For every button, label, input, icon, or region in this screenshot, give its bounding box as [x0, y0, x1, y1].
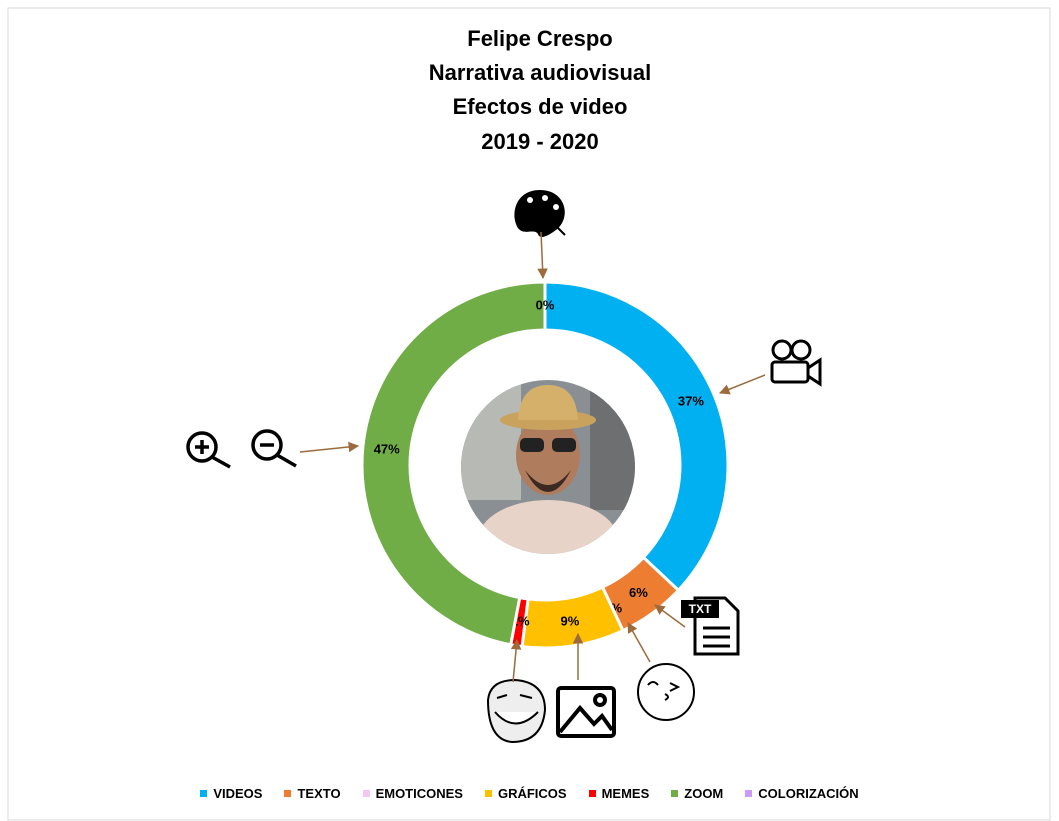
svg-text:TXT: TXT	[689, 602, 712, 616]
legend-swatch	[363, 790, 370, 797]
legend-swatch	[200, 790, 207, 797]
legend-label: COLORIZACIÓN	[758, 786, 858, 801]
chart-title: Narrativa audiovisual	[429, 60, 652, 85]
legend-swatch	[589, 790, 596, 797]
legend-swatch	[745, 790, 752, 797]
legend-label: GRÁFICOS	[498, 786, 567, 801]
chart-title: Efectos de video	[453, 94, 628, 119]
legend-swatch	[485, 790, 492, 797]
legend-item: GRÁFICOS	[485, 786, 567, 801]
data-label: 6%	[629, 585, 648, 600]
data-label: 9%	[560, 613, 579, 628]
legend-label: EMOTICONES	[376, 786, 463, 801]
page: Felipe Crespo Narrativa audiovisual Efec…	[0, 0, 1059, 821]
troll-icon	[488, 680, 545, 742]
data-label: 47%	[374, 441, 400, 456]
legend-label: MEMES	[602, 786, 650, 801]
chart-title: 2019 - 2020	[481, 129, 598, 154]
data-label: 0%	[536, 297, 555, 312]
legend-label: VIDEOS	[213, 786, 262, 801]
legend-item: EMOTICONES	[363, 786, 463, 801]
data-label: 37%	[678, 393, 704, 408]
legend-item: VIDEOS	[200, 786, 262, 801]
legend-item: ZOOM	[671, 786, 723, 801]
legend-label: ZOOM	[684, 786, 723, 801]
legend-label: TEXTO	[297, 786, 340, 801]
legend-swatch	[671, 790, 678, 797]
chart: Felipe Crespo Narrativa audiovisual Efec…	[0, 0, 1059, 821]
legend-swatch	[284, 790, 291, 797]
legend-item: MEMES	[589, 786, 650, 801]
legend-item: TEXTO	[284, 786, 340, 801]
legend-item: COLORIZACIÓN	[745, 786, 858, 801]
chart-title: Felipe Crespo	[467, 26, 612, 51]
legend: VIDEOS TEXTO EMOTICONES GRÁFICOS MEMES ZOOM CO…	[0, 786, 1059, 801]
